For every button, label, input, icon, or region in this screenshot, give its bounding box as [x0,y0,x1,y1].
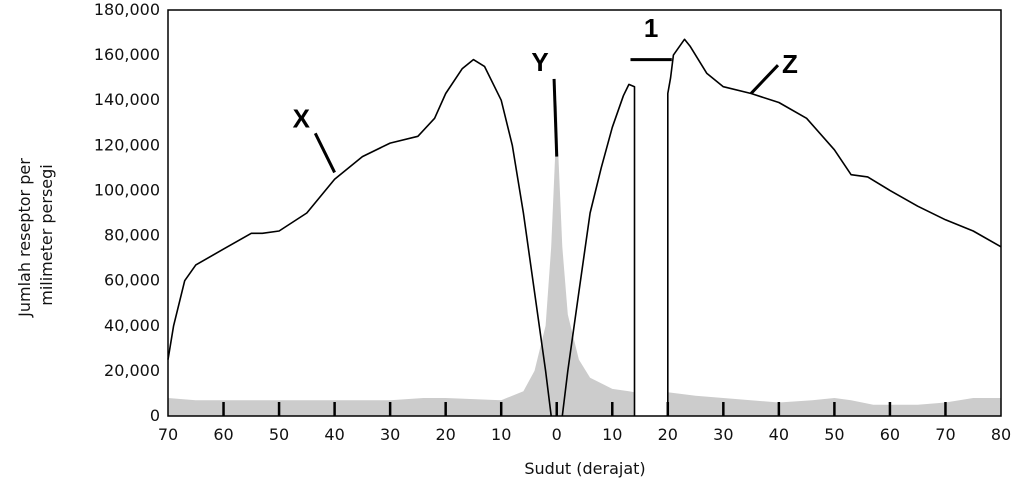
annotation-label: Y [531,47,548,77]
annotation-label: Z [782,49,798,79]
y-axis-title-line-2: milimeter persegi [37,164,56,306]
black-density-curve [167,38,1002,417]
x-tick-label: 70 [935,425,955,444]
x-tick-label: 20 [435,425,455,444]
y-tick-label: 0 [150,406,160,425]
x-tick-label: 30 [713,425,733,444]
blind-spot-region [634,11,668,416]
annotation-line [750,64,780,95]
axis-ticks [222,402,947,416]
x-tick-label: 30 [380,425,400,444]
x-tick-label: 40 [769,425,789,444]
x-tick-label: 10 [491,425,511,444]
y-tick-label: 100,000 [94,180,160,199]
x-axis-title: Sudut (derajat) [524,459,645,478]
y-tick-label: 140,000 [94,90,160,109]
y-tick-label: 120,000 [94,135,160,154]
x-tick-label: 10 [602,425,622,444]
y-tick-label: 20,000 [104,361,160,380]
y-tick-label: 60,000 [104,271,160,290]
curve-segment-1 [167,58,552,417]
blind-spot-rect [634,11,668,416]
x-tick-label: 70 [158,425,178,444]
y-axis-title-line-1: Jumlah reseptor per [15,158,34,318]
x-tick-label: 60 [213,425,233,444]
y-tick-label: 40,000 [104,316,160,335]
annotations: X Y 1 Z [293,13,798,174]
curve-segment-2 [561,83,636,417]
y-tick-label: 80,000 [104,226,160,245]
x-tick-label: 50 [824,425,844,444]
y-tick-label: 160,000 [94,45,160,64]
x-tick-label: 60 [880,425,900,444]
curve-segment-3 [667,38,1002,416]
x-tick-label: 20 [658,425,678,444]
plot-frame [167,9,1002,417]
x-tick-label: 80 [991,425,1011,444]
x-tick-label: 0 [552,425,562,444]
x-tick-label: 40 [324,425,344,444]
y-axis-title: Jumlah reseptor per milimeter persegi [15,153,56,318]
x-tick-label: 50 [269,425,289,444]
annotation-label: 1 [644,13,658,43]
y-tick-label: 180,000 [94,0,160,19]
x-tick-labels: 70 60 50 40 30 20 10 0 10 20 30 40 50 60 70 80 [158,425,1011,444]
annotation-line [552,78,559,157]
annotation-label: X [293,103,311,133]
annotation-line [313,132,336,174]
y-tick-labels: 0 20,000 40,000 60,000 80,000 100,000 120,000 1… [94,0,160,425]
